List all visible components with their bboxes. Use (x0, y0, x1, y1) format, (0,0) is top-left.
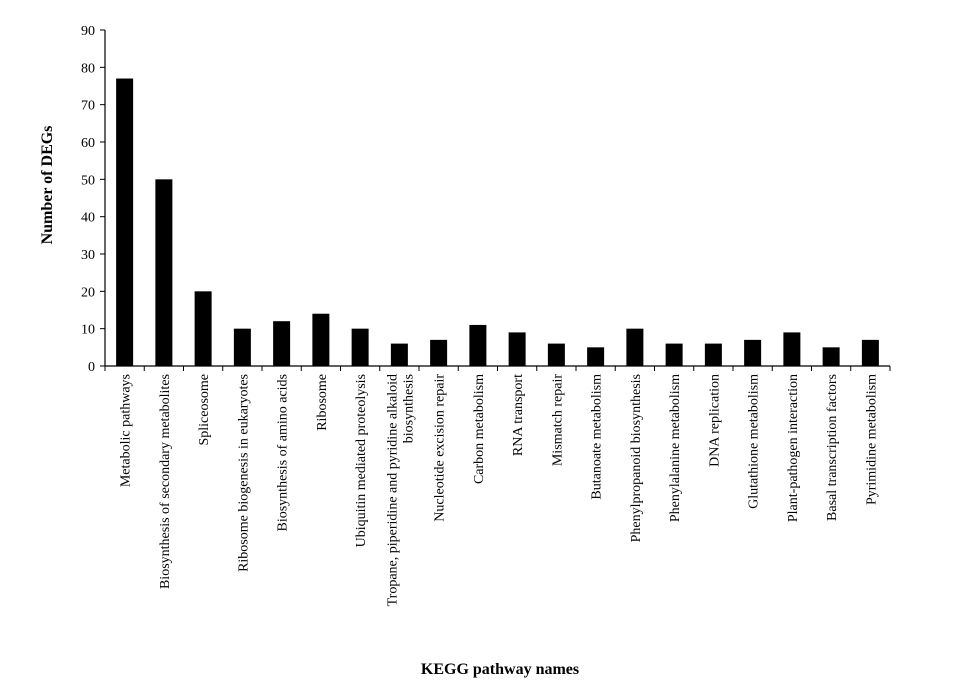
y-axis-label: Number of DEGs (39, 126, 56, 245)
y-tick-label: 30 (81, 248, 95, 263)
y-tick-label: 40 (81, 211, 95, 226)
bar (665, 343, 683, 366)
x-tick-label: Ubiquitin mediated proteolysis (354, 374, 369, 547)
x-tick-label: Biosynthesis of amino acids (276, 374, 291, 532)
x-tick-label-line: DNA replication (707, 374, 722, 467)
x-tick-label-line: Plant-pathogen interaction (786, 374, 801, 522)
x-tick-label-line: Nucleotide excision repair (433, 374, 448, 522)
x-tick-label: Glutathione metabolism (747, 374, 762, 509)
bar (704, 343, 722, 366)
x-axis-label: KEGG pathway names (421, 661, 579, 678)
x-tick-label-line: Spliceosome (197, 374, 212, 446)
bar (273, 321, 291, 366)
y-tick-label: 10 (81, 323, 95, 338)
bar (233, 328, 251, 366)
x-tick-label-line: Ribosome biogenesis in eukaryotes (236, 374, 251, 572)
bars (116, 78, 879, 367)
x-tick-label: Phenylpropanoid biosynthesis (629, 374, 644, 542)
x-tick-label: Nucleotide excision repair (433, 374, 448, 522)
bar (312, 313, 330, 366)
x-tick-label: Pyrimidine metabolism (864, 374, 879, 505)
bar (469, 324, 487, 366)
x-tick-label-line: Basal transcription factors (825, 374, 840, 521)
y-tick-label: 90 (81, 24, 95, 39)
x-tick-label-line: Phenylalanine metabolism (668, 374, 683, 522)
x-tick-label-line: Mismatch repair (550, 374, 565, 466)
bar (587, 347, 605, 366)
bar (351, 328, 369, 366)
x-axis-ticks: Metabolic pathways Biosynthesis of second… (104, 366, 891, 606)
y-tick-label: 70 (81, 99, 95, 114)
x-tick-label: Butanoate metabolism (590, 374, 605, 500)
bar (744, 339, 762, 366)
y-tick-label: 80 (81, 61, 95, 76)
bar (155, 179, 173, 366)
x-tick-label: Metabolic pathways (119, 374, 134, 487)
bar (116, 78, 134, 367)
x-tick-label-line: Butanoate metabolism (590, 374, 605, 500)
y-tick-label: 60 (81, 136, 95, 151)
bar (508, 332, 526, 366)
x-tick-label: Plant-pathogen interaction (786, 374, 801, 522)
x-tick-label-line: Metabolic pathways (119, 374, 134, 487)
x-tick-label-line: Ribosome (315, 374, 330, 431)
bar (547, 343, 565, 366)
x-tick-label: Basal transcription factors (825, 374, 840, 521)
x-tick-label-line: Phenylpropanoid biosynthesis (629, 374, 644, 542)
bar (194, 291, 212, 366)
x-tick-label: DNA replication (707, 374, 722, 467)
x-tick-label-line: Pyrimidine metabolism (864, 374, 879, 505)
x-tick-label: Tropane, piperidine and pyridine alkaloi… (385, 374, 416, 606)
x-tick-label-line: Biosynthesis of secondary metabolites (158, 374, 173, 589)
x-tick-label-line: Ubiquitin mediated proteolysis (354, 374, 369, 547)
x-tick-label-line: RNA transport (511, 374, 526, 456)
x-tick-label-line: biosynthesis (401, 374, 416, 443)
x-tick-label-line: Tropane, piperidine and pyridine alkaloi… (385, 374, 400, 606)
x-tick-label-line: Glutathione metabolism (747, 374, 762, 509)
bar (783, 332, 801, 366)
bar (822, 347, 840, 366)
y-tick-label: 0 (88, 360, 95, 375)
x-tick-label: Ribosome (315, 374, 330, 431)
x-tick-label: Phenylalanine metabolism (668, 374, 683, 522)
bar (626, 328, 644, 366)
x-tick-label: Ribosome biogenesis in eukaryotes (236, 374, 251, 572)
y-axis-ticks: 0 10 20 30 40 50 60 70 80 90 (81, 24, 105, 375)
bar (430, 339, 448, 366)
bar (861, 339, 879, 366)
x-tick-label-line: Biosynthesis of amino acids (276, 374, 291, 532)
bar (390, 343, 408, 366)
x-tick-label: Biosynthesis of secondary metabolites (158, 374, 173, 589)
x-tick-label: RNA transport (511, 374, 526, 456)
x-tick-label: Mismatch repair (550, 374, 565, 466)
y-tick-label: 50 (81, 173, 95, 188)
x-tick-label: Carbon metabolism (472, 374, 487, 484)
y-tick-label: 20 (81, 285, 95, 300)
x-tick-label: Spliceosome (197, 374, 212, 446)
x-tick-label-line: Carbon metabolism (472, 374, 487, 484)
